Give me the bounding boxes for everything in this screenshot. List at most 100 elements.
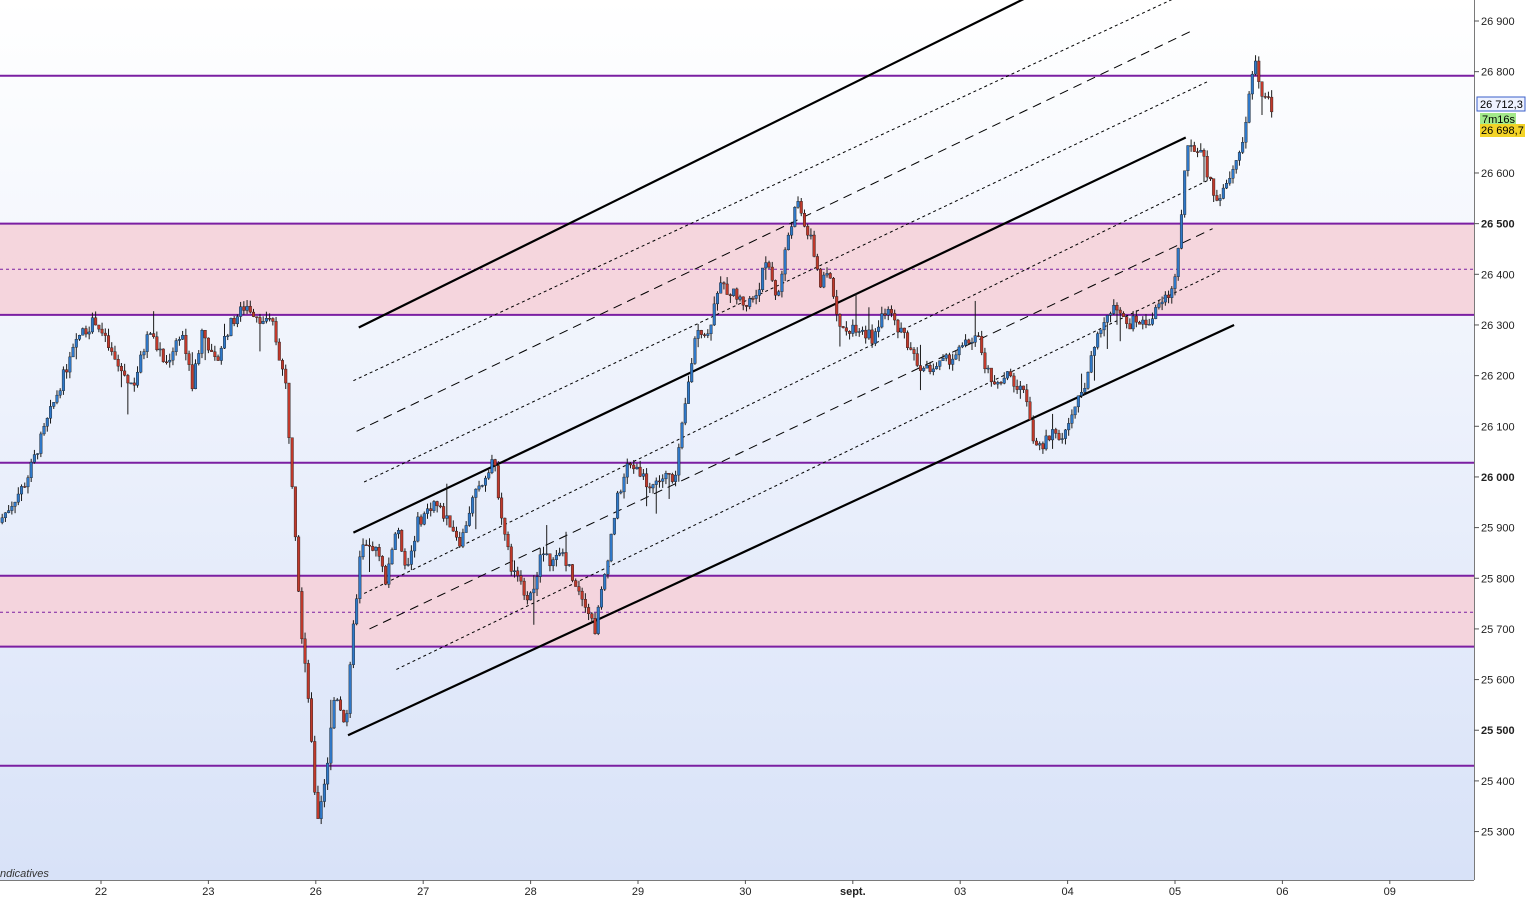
- candle-body: [1138, 321, 1142, 325]
- candle-body: [648, 486, 652, 489]
- candle-body: [206, 337, 210, 351]
- candle-body: [181, 335, 185, 340]
- candle-body: [809, 234, 813, 237]
- candle-body: [261, 321, 265, 324]
- y-tick-label-13: 25 500: [1481, 725, 1515, 737]
- candle-body: [793, 207, 797, 227]
- y-tick-label-4: 26 400: [1481, 269, 1515, 281]
- candle-body: [989, 367, 993, 382]
- candle-body: [670, 474, 674, 482]
- candle-body: [1031, 419, 1035, 442]
- candle-body: [1105, 315, 1109, 323]
- candle-body: [1009, 371, 1013, 377]
- candle-body: [387, 563, 391, 585]
- candle-body: [409, 550, 413, 565]
- candle-body: [873, 331, 877, 344]
- candle-body: [790, 226, 794, 236]
- channel-line-dashed-4: [356, 30, 1192, 432]
- candle-body: [58, 390, 62, 396]
- candle-body: [922, 367, 926, 371]
- candle-body: [458, 537, 462, 547]
- candle-body: [1170, 288, 1174, 298]
- candle-body: [1102, 322, 1106, 331]
- candle-body: [171, 351, 175, 361]
- candle-body: [1202, 150, 1206, 157]
- candle-body: [770, 266, 774, 281]
- candle-body: [71, 347, 75, 358]
- candle-body: [596, 606, 600, 634]
- candle-body: [628, 463, 632, 466]
- candle-body: [983, 352, 987, 370]
- x-tick-label-10: 05: [1169, 886, 1181, 898]
- candle-body: [129, 382, 133, 385]
- resistance-zone-1: [0, 575, 1474, 647]
- candle-body: [413, 540, 417, 552]
- candle-body: [825, 273, 829, 276]
- candle-body: [1228, 178, 1232, 184]
- y-tick-label-11: 25 700: [1481, 624, 1515, 636]
- candle-body: [786, 234, 790, 251]
- y-tick-label-10: 25 800: [1481, 573, 1515, 585]
- candle-body: [928, 365, 932, 373]
- candle-body: [938, 360, 942, 367]
- candle-body: [1118, 309, 1122, 314]
- candle-body: [654, 480, 658, 485]
- candle-body: [574, 580, 578, 587]
- candle-body: [870, 329, 874, 344]
- candle-body: [880, 313, 884, 328]
- candle-body: [1141, 319, 1145, 325]
- candle-body: [1157, 303, 1161, 308]
- candle-body: [957, 346, 961, 356]
- candle-body: [735, 288, 739, 300]
- candle-body: [822, 274, 826, 288]
- y-tick-label-3: 26 500: [1481, 219, 1515, 231]
- candle-body: [445, 515, 449, 519]
- candle-body: [548, 553, 552, 567]
- candle-body: [583, 599, 587, 608]
- candle-body: [1212, 178, 1216, 196]
- candle-body: [541, 553, 545, 556]
- candle-body: [1083, 387, 1087, 393]
- y-tick-label-15: 25 300: [1481, 827, 1515, 839]
- candle-body: [661, 478, 665, 482]
- candle-body: [429, 508, 433, 511]
- candle-body: [1147, 323, 1151, 326]
- candle-body: [1221, 187, 1225, 199]
- candle-body: [97, 324, 101, 330]
- candle-body: [529, 592, 533, 601]
- price-tags: 26 712,3 7m16s 26 698,7: [1476, 96, 1526, 137]
- candle-body: [264, 318, 268, 322]
- candle-body: [622, 476, 626, 493]
- candle-body: [284, 368, 288, 384]
- candle-body: [625, 463, 629, 478]
- candle-body: [719, 282, 723, 294]
- candle-body: [609, 533, 613, 562]
- candle-body: [107, 335, 111, 348]
- y-tick-label-14: 25 400: [1481, 776, 1515, 788]
- candle-body: [554, 555, 558, 560]
- candle-body: [960, 345, 964, 348]
- candle-body: [638, 466, 642, 477]
- candle-body: [883, 313, 887, 316]
- candle-body: [1186, 145, 1190, 171]
- candle-body: [471, 497, 475, 514]
- candle-body: [1131, 315, 1135, 330]
- candle-body: [715, 293, 719, 305]
- candle-body: [744, 304, 748, 307]
- candle-body: [976, 335, 980, 337]
- channel-line-dotted-3: [353, 0, 1173, 382]
- candle-body: [857, 331, 861, 333]
- candle-body: [967, 339, 971, 344]
- candle-body: [358, 556, 362, 599]
- candle-body: [148, 333, 152, 335]
- candle-body: [1086, 371, 1090, 389]
- candle-body: [61, 369, 65, 391]
- candle-body: [213, 351, 217, 357]
- candle-body: [84, 328, 88, 335]
- y-tick-label-5: 26 300: [1481, 320, 1515, 332]
- candle-body: [693, 338, 697, 364]
- candle-body: [1257, 60, 1261, 82]
- candle-body: [361, 544, 365, 558]
